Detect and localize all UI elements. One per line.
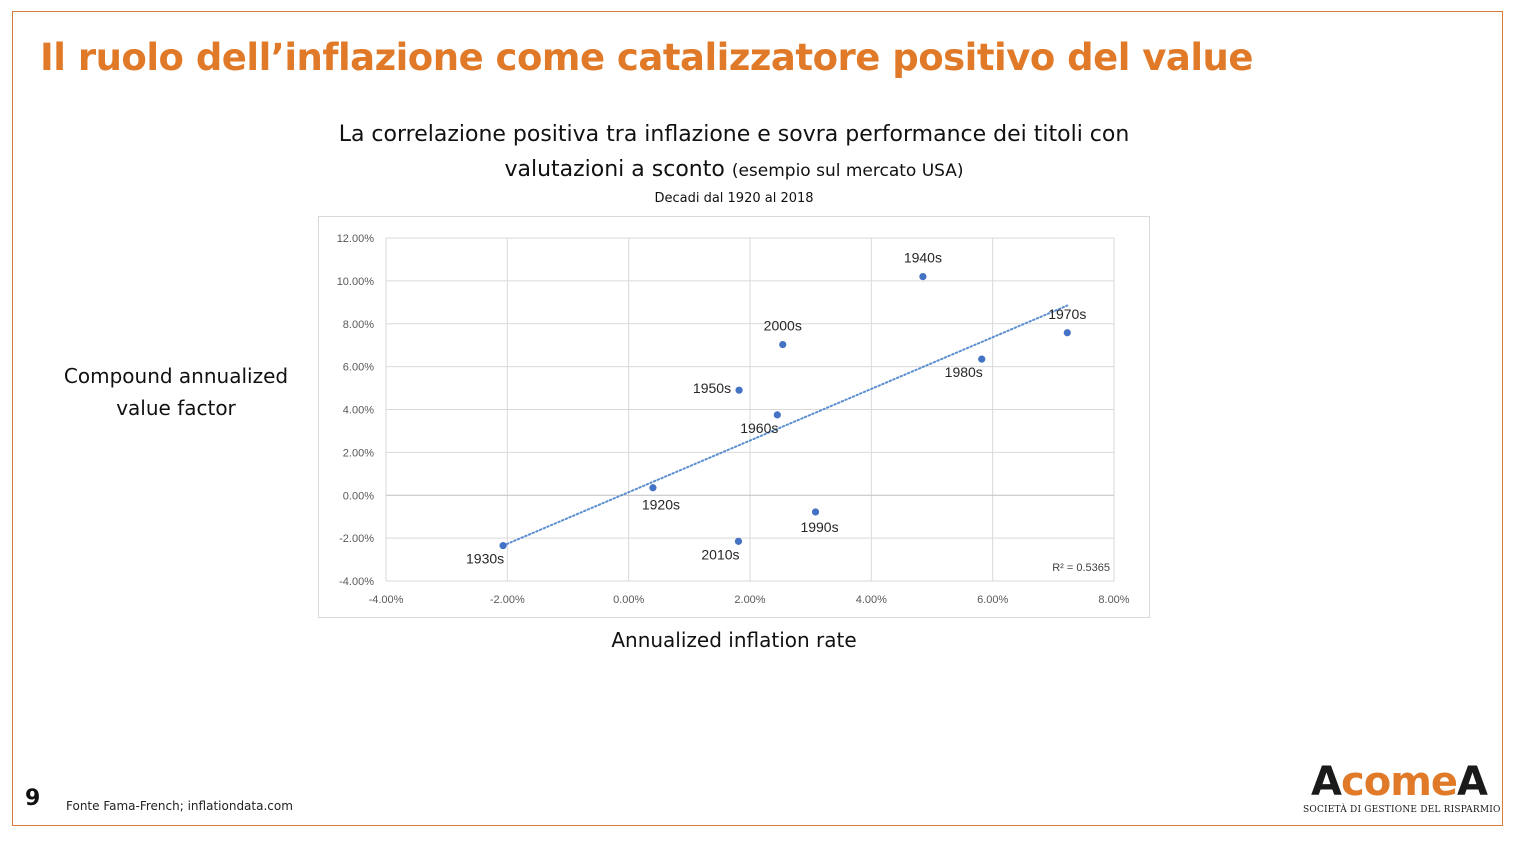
y-axis-title-line1: Compound annualized bbox=[63, 364, 289, 388]
r-squared-label: R² = 0.5365 bbox=[1052, 562, 1110, 574]
x-tick-label: 2.00% bbox=[734, 594, 765, 606]
chart-subtitle-paren: (esempio sul mercato USA) bbox=[731, 161, 964, 181]
y-axis-title-line2: value factor bbox=[116, 396, 236, 420]
point-1940s bbox=[919, 272, 927, 281]
y-tick-label: 4.00% bbox=[343, 405, 374, 417]
point-1950s bbox=[735, 386, 743, 394]
logo-part-come: come bbox=[1341, 759, 1458, 805]
chart-container: -4.00% -2.00% 0.00% 2.00% 4.00% 6.00% 8.00% 10.… bbox=[318, 216, 1150, 618]
data-label-1950s: 1950s bbox=[693, 380, 731, 396]
logo-wordmark: AcomeA bbox=[1303, 759, 1495, 805]
x-tick-label: 4.00% bbox=[856, 594, 887, 606]
company-logo: AcomeA SOCIETÀ DI GESTIONE DEL RISPARMIO bbox=[1303, 759, 1501, 819]
data-label-1990s: 1990s bbox=[800, 519, 838, 535]
x-tick-label: 8.00% bbox=[1098, 594, 1129, 606]
point-1960s bbox=[773, 411, 781, 419]
x-tick-label: 6.00% bbox=[977, 594, 1008, 606]
data-label-2010s: 2010s bbox=[701, 546, 739, 562]
y-tick-label: 2.00% bbox=[343, 447, 374, 459]
data-label-1980s: 1980s bbox=[945, 364, 983, 380]
data-label-2000s: 2000s bbox=[764, 318, 802, 334]
point-1980s bbox=[978, 355, 986, 363]
data-label-1970s: 1970s bbox=[1048, 306, 1086, 322]
scatter-chart: -4.00% -2.00% 0.00% 2.00% 4.00% 6.00% 8.00% 10.… bbox=[337, 233, 1130, 606]
trendline bbox=[502, 304, 1069, 547]
page-number: 9 bbox=[25, 786, 41, 811]
y-axis-title: Compound annualized value factor bbox=[40, 360, 312, 424]
point-2010s bbox=[734, 537, 743, 545]
chart-subtitle-line2: valutazioni a sconto (esempio sul mercat… bbox=[300, 157, 1168, 182]
point-1930s bbox=[499, 542, 507, 550]
logo-part-a1: A bbox=[1311, 759, 1342, 805]
data-label-1920s: 1920s bbox=[642, 497, 680, 513]
source-note: Fonte Fama-French; inflationdata.com bbox=[66, 799, 293, 813]
data-label-1930s: 1930s bbox=[466, 551, 504, 567]
logo-part-a2: A bbox=[1457, 759, 1488, 805]
x-tick-label: -2.00% bbox=[490, 594, 525, 606]
logo-tagline: SOCIETÀ DI GESTIONE DEL RISPARMIO bbox=[1303, 805, 1501, 815]
y-tick-label: 12.00% bbox=[337, 233, 375, 245]
x-tick-label: -4.00% bbox=[369, 594, 404, 606]
slide-title: Il ruolo dell’inflazione come catalizzat… bbox=[40, 36, 1253, 79]
data-label-1960s: 1960s bbox=[740, 420, 778, 436]
y-tick-label: 6.00% bbox=[343, 362, 374, 374]
point-1970s bbox=[1063, 329, 1071, 337]
chart-subtitle-line1: La correlazione positiva tra inflazione … bbox=[338, 122, 1130, 147]
x-tick-label: 0.00% bbox=[613, 594, 644, 606]
chart-subtitle-main: valutazioni a sconto bbox=[504, 157, 725, 182]
x-axis-title: Annualized inflation rate bbox=[611, 628, 857, 652]
y-tick-label: -4.00% bbox=[339, 576, 374, 588]
point-1920s bbox=[649, 484, 657, 492]
data-label-1940s: 1940s bbox=[904, 250, 942, 266]
y-tick-label: -2.00% bbox=[339, 533, 374, 545]
y-tick-label: 10.00% bbox=[337, 276, 375, 288]
point-1990s bbox=[811, 508, 820, 516]
slide-frame bbox=[12, 11, 1503, 826]
y-tick-label: 8.00% bbox=[343, 319, 374, 331]
point-2000s bbox=[779, 340, 787, 349]
chart-subtitle-period: Decadi dal 1920 al 2018 bbox=[654, 191, 814, 206]
y-tick-label: 0.00% bbox=[343, 490, 374, 502]
